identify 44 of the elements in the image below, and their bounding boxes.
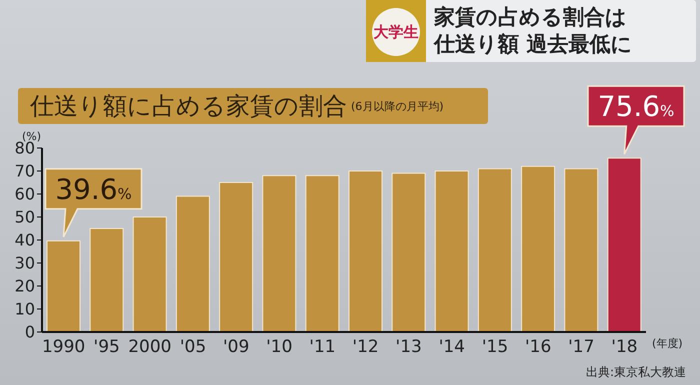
- text: 仕送り額 過去最低に: [434, 31, 632, 58]
- x-tick-label: '14: [438, 337, 466, 358]
- bar: [176, 196, 210, 332]
- y-tick-label: 20: [14, 276, 35, 296]
- bar: [521, 166, 556, 332]
- x-tick-label: '18: [611, 337, 638, 358]
- x-tick-label: 1990: [42, 337, 86, 358]
- y-tick-label: 0: [24, 322, 35, 342]
- x-tick-label: '09: [222, 337, 250, 358]
- bar: [46, 240, 80, 332]
- chart-title: 仕送り額に占める家賃の割合: [30, 91, 347, 122]
- bar: [219, 182, 254, 332]
- x-tick-label: '10: [266, 337, 292, 358]
- y-tick-label: 50: [14, 208, 35, 227]
- bar: [392, 172, 426, 332]
- bar: [478, 168, 512, 332]
- bar: [132, 216, 167, 332]
- x-tick-label: 2000: [128, 337, 172, 358]
- x-tick-label: '05: [180, 337, 206, 358]
- x-axis-title: (年度): [652, 336, 683, 351]
- y-tick-label: 70: [14, 162, 35, 181]
- bar: [607, 158, 642, 332]
- x-tick-label: '12: [352, 337, 379, 358]
- x-tick-label: '13: [396, 337, 422, 358]
- bar: [262, 175, 296, 332]
- x-tick-label: '15: [482, 337, 508, 358]
- x-tick-label: '11: [309, 337, 336, 358]
- data-label: 75.6%: [598, 90, 674, 124]
- x-tick-label: '16: [524, 337, 552, 358]
- bar: [434, 170, 469, 332]
- bar: [305, 175, 340, 332]
- bar: [564, 168, 598, 332]
- text: 家賃の占める割合は: [434, 4, 628, 31]
- y-tick-label: 60: [14, 184, 35, 204]
- x-tick-label: '95: [94, 337, 120, 358]
- data-label: 39.6%: [55, 172, 132, 206]
- source-note: 出典:東京私大教連: [586, 364, 686, 381]
- y-tick-label: 30: [14, 254, 35, 273]
- text: 大学生: [372, 8, 420, 56]
- bar: [348, 170, 382, 332]
- y-tick-label: 40: [14, 230, 35, 250]
- x-tick-label: '17: [568, 337, 594, 358]
- chart-subtitle: (6月以降の月平均): [351, 98, 444, 114]
- y-tick-label: 10: [14, 300, 35, 319]
